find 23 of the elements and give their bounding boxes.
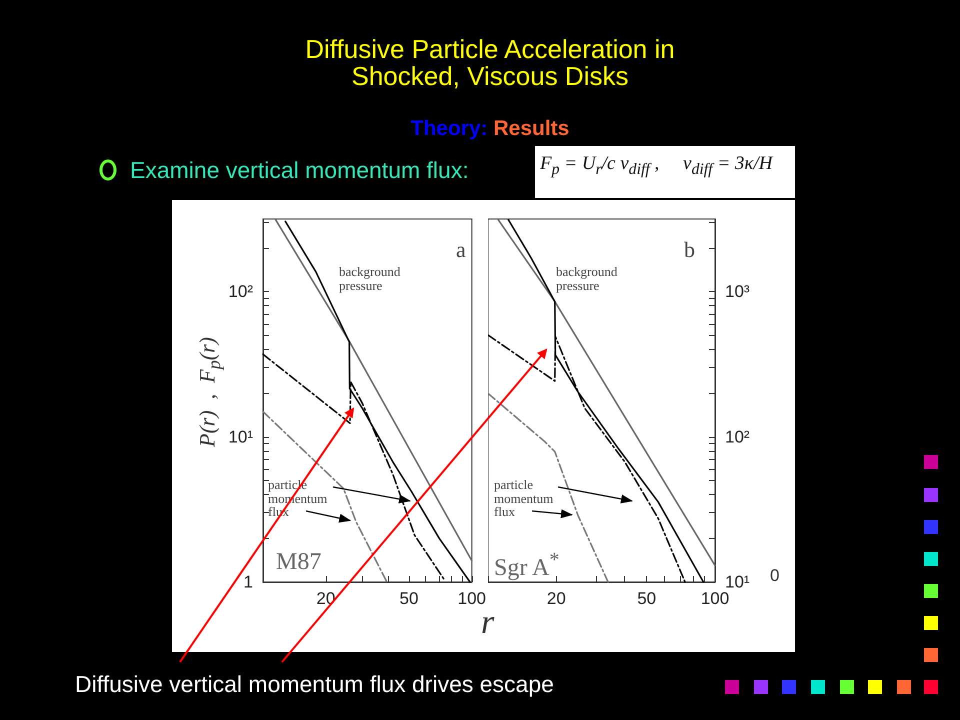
x-tick-label: 50 (399, 589, 418, 608)
y-tick-label: 10³ (725, 282, 750, 302)
x-tick-label: 50 (637, 589, 656, 608)
annotation: b (684, 237, 695, 262)
annotation: background pressure (339, 264, 400, 293)
x-tick-label: 100 (700, 589, 730, 608)
x-tick-label: 20 (546, 589, 566, 608)
chart-title: Diffusive Particle Acceleration in Shocked, Viscous Disks (304, 34, 676, 92)
y-tick-label: 10¹ (725, 572, 750, 592)
text: F$_{p}$ = U$_{r}$/c v$_{diff}$ , v$_{diff}$ = 3κ/H (540, 153, 773, 178)
annotation: Sgr A$^{*}$ (494, 549, 560, 582)
y-tick-label: 10² (228, 282, 254, 302)
annotation: particle momentum flux (494, 477, 554, 520)
text: Diffusive vertical momentum flux drives escape (75, 671, 554, 697)
text: Examine vertical momentum flux: (130, 157, 469, 183)
text: 0 (770, 566, 780, 585)
annotation: background pressure (556, 264, 618, 293)
y-tick-label: 10² (725, 427, 750, 446)
annotation: M87 (276, 549, 322, 576)
annotation: a (456, 237, 466, 262)
y-tick-label: 10¹ (228, 427, 254, 446)
chart-subtitle: Theory: Results (410, 117, 570, 140)
y-tick-label: 1 (244, 572, 253, 592)
